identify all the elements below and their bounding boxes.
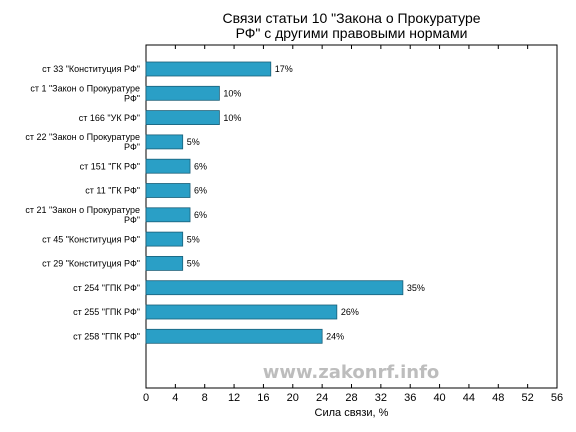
- x-tick-label: 20: [287, 392, 299, 404]
- category-label: ст 254 "ГПК РФ": [73, 283, 140, 293]
- watermark: www.zakonrf.info: [263, 362, 440, 383]
- x-tick-label: 4: [172, 392, 178, 404]
- value-label: 6%: [194, 161, 207, 171]
- bar: [145, 183, 191, 198]
- x-axis: 0 4 8 12 16 20 24 28 32 36 40 44 48 52 56: [143, 45, 563, 404]
- bar: [145, 85, 220, 101]
- value-label: 5%: [187, 234, 200, 244]
- x-tick-label: 32: [375, 392, 387, 404]
- category-label: ст 11 "ГК РФ": [85, 186, 140, 196]
- bars: [145, 61, 404, 344]
- category-labels: ст 33 "Конституция РФ" ст 1 "Закон о Прок…: [25, 64, 140, 341]
- category-label: ст 258 "ГПК РФ": [73, 332, 140, 342]
- x-tick-label: 0: [143, 392, 149, 404]
- value-label: 10%: [223, 89, 241, 99]
- x-tick-label: 12: [228, 392, 240, 404]
- value-label: 35%: [407, 283, 425, 293]
- value-label: 24%: [326, 332, 344, 342]
- category-label: РФ": [124, 94, 140, 104]
- category-label: ст 1 "Закон о Прокуратуре: [30, 84, 140, 94]
- bar: [145, 207, 191, 223]
- bar: [145, 231, 184, 247]
- value-label: 26%: [341, 307, 359, 317]
- category-label: ст 33 "Конституция РФ": [42, 64, 140, 74]
- category-label: РФ": [124, 215, 140, 225]
- value-label: 5%: [187, 259, 200, 269]
- category-label: РФ": [124, 142, 140, 152]
- x-axis-title: Сила связи, %: [315, 407, 389, 419]
- bar: [145, 304, 338, 320]
- bar: [145, 61, 272, 77]
- category-label: ст 21 "Закон о Прокуратуре: [25, 205, 140, 215]
- bar: [145, 255, 184, 271]
- chart-title-line: Связи статьи 10 "Закона о Прокуратуре: [222, 10, 480, 26]
- x-tick-label: 36: [404, 392, 416, 404]
- category-label: ст 255 "ГПК РФ": [73, 307, 140, 317]
- bar: [145, 110, 220, 125]
- category-label: ст 166 "УК РФ": [79, 113, 140, 123]
- x-tick-label: 16: [257, 392, 269, 404]
- chart-title: Связи статьи 10 "Закона о ПрокуратуреРФ"…: [222, 10, 480, 41]
- category-label: ст 45 "Конституция РФ": [42, 234, 140, 244]
- bar: [145, 280, 404, 296]
- category-label: ст 22 "Закон о Прокуратуре: [25, 132, 140, 142]
- x-tick-label: 56: [551, 392, 563, 404]
- value-labels: 17% 10% 10% 5% 6% 6% 6% 5% 5% 35% 26% 24%: [187, 64, 425, 341]
- x-tick-label: 48: [492, 392, 504, 404]
- x-tick-label: 40: [433, 392, 445, 404]
- x-tick-label: 44: [463, 392, 475, 404]
- x-tick-label: 28: [345, 392, 357, 404]
- value-label: 17%: [275, 64, 293, 74]
- value-label: 6%: [194, 186, 207, 196]
- x-tick-label: 24: [316, 392, 328, 404]
- value-label: 5%: [187, 137, 200, 147]
- category-label: ст 29 "Конституция РФ": [42, 259, 140, 269]
- bar: [145, 328, 323, 344]
- value-label: 10%: [223, 113, 241, 123]
- x-tick-label: 8: [202, 392, 208, 404]
- chart-title-line: РФ" с другими правовыми нормами: [236, 25, 468, 41]
- x-tick-label: 52: [522, 392, 534, 404]
- value-label: 6%: [194, 210, 207, 220]
- bar: [145, 158, 191, 174]
- category-label: ст 151 "ГК РФ": [80, 161, 140, 171]
- bar: [145, 134, 184, 150]
